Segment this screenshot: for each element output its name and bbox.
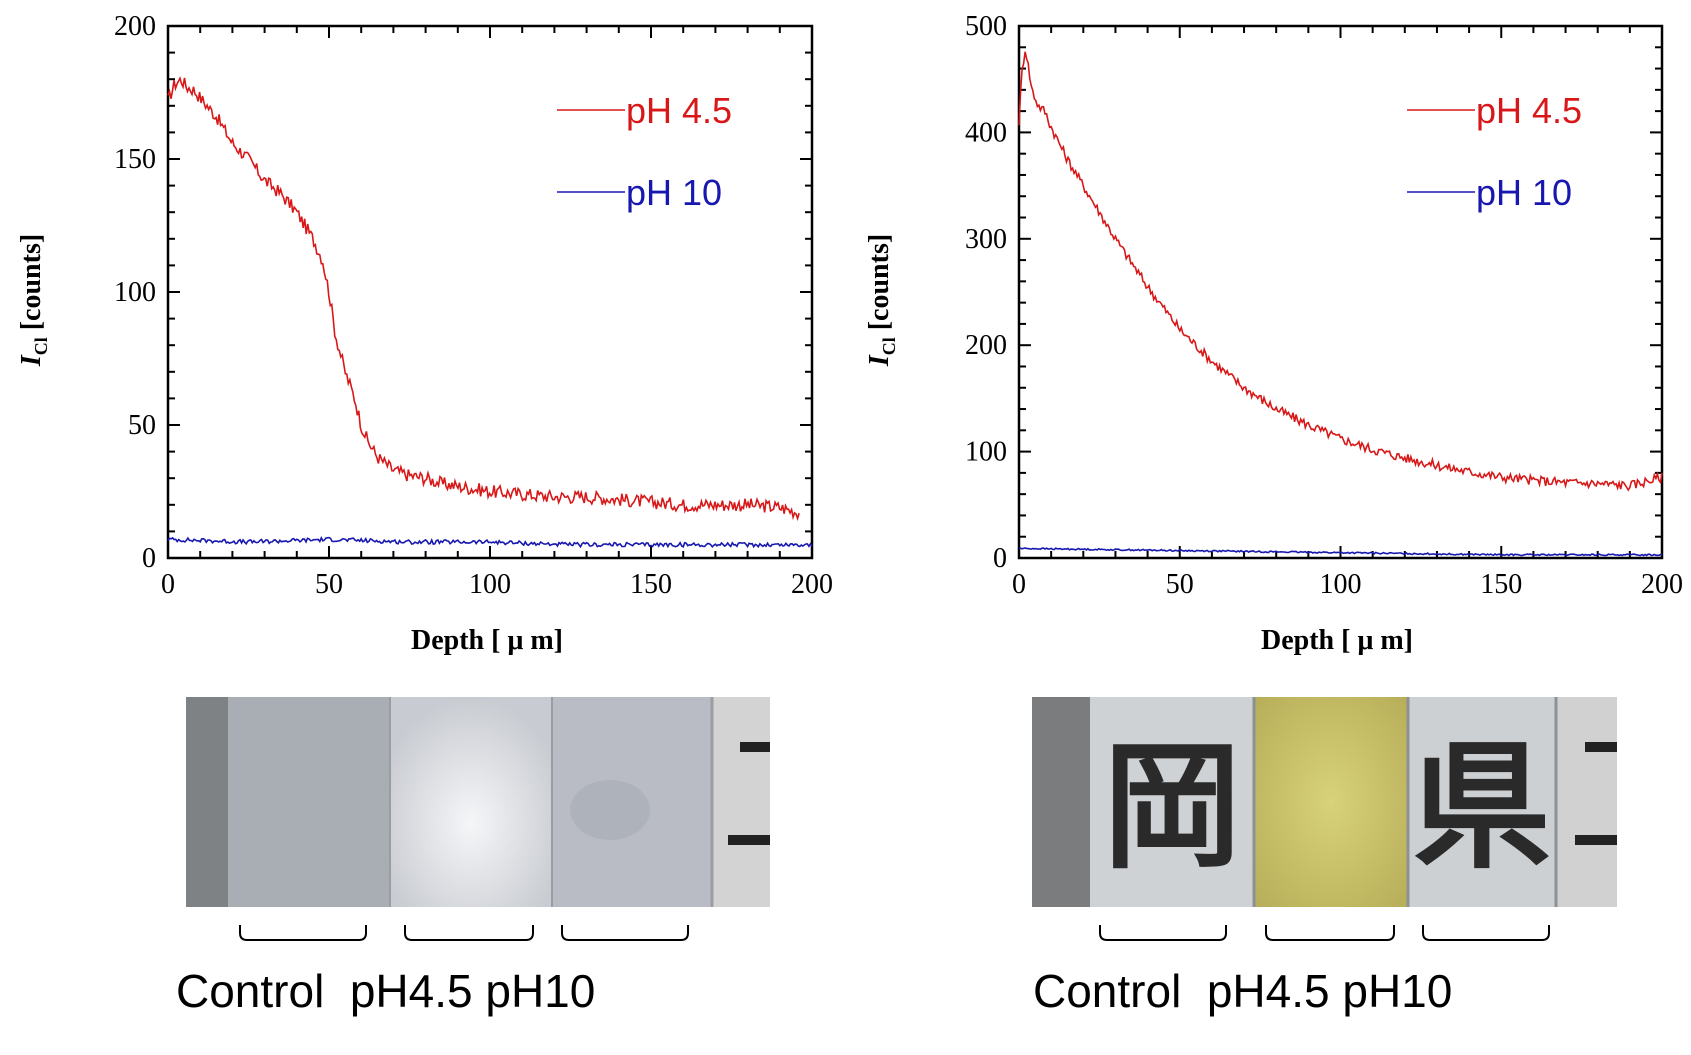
- photo-left-ruler: [712, 697, 770, 907]
- chart-right-series: [1018, 51, 1663, 557]
- y-tick-label: 500: [965, 11, 1007, 42]
- photo-left-edge: [186, 697, 228, 907]
- y-tick-label: 300: [965, 224, 1007, 255]
- y-tick-label: 100: [965, 437, 1007, 468]
- chart-left-x-axis-title: Depth [ μ m]: [411, 625, 563, 656]
- series-line-ph-10: [1018, 547, 1663, 557]
- chart-left-y-axis-title: ICl [counts]: [16, 234, 51, 367]
- chart-left-frame: [166, 24, 814, 560]
- series-line-ph-4.5: [167, 76, 800, 522]
- chart-right-y-axis-symbol: I: [864, 354, 895, 367]
- chart-left-tick-labels: 0 50 100 150 200 0 50 100 150 200: [114, 11, 833, 600]
- photo-left-ruler-mark: [740, 742, 770, 752]
- x-tick-label: 200: [791, 569, 833, 600]
- y-tick-label: 200: [114, 11, 156, 42]
- photo-left-control-sample: [228, 697, 390, 907]
- y-tick-label: 400: [965, 117, 1007, 148]
- legend-label: pH 10: [1476, 172, 1572, 213]
- x-tick-label: 150: [1480, 569, 1522, 600]
- bracket-right-ph10: [1422, 925, 1550, 941]
- photo-right-ruler: [1556, 697, 1617, 907]
- sample-brackets: [239, 925, 1550, 941]
- bracket-left-ph45: [404, 925, 534, 941]
- chart-left-series: [167, 76, 813, 549]
- bracket-right-control: [1099, 925, 1227, 941]
- chart-right-y-axis-subscript: Cl: [879, 337, 899, 355]
- y-tick-label: 100: [114, 277, 156, 308]
- x-tick-label: 50: [1166, 569, 1194, 600]
- legend-label: pH 10: [626, 172, 722, 213]
- series-line-ph-4.5: [1018, 51, 1663, 492]
- photo-right-edge: [1032, 697, 1090, 907]
- x-tick-label: 100: [469, 569, 511, 600]
- x-tick-label: 200: [1641, 569, 1683, 600]
- series-line-ph-10: [167, 536, 813, 549]
- chart-right-frame: [1017, 24, 1664, 560]
- photo-right: 岡 県: [1032, 697, 1617, 907]
- chart-left-y-axis-unit: [counts]: [16, 234, 47, 337]
- chart-left: 0 50 100 150 200 0 50 100 150 200 pH 4.5 pH 10 Dep…: [16, 11, 833, 656]
- chart-left-legend: pH 4.5 pH 10: [557, 90, 732, 213]
- photo-right-ruler-mark: [1585, 742, 1617, 752]
- x-tick-label: 0: [161, 569, 175, 600]
- x-tick-label: 0: [1012, 569, 1026, 600]
- photo-right-control-sample: [1090, 697, 1254, 907]
- bracket-left-ph10: [561, 925, 689, 941]
- chart-right-legend: pH 4.5 pH 10: [1407, 90, 1582, 213]
- photo-right-ph10-sample: [1408, 697, 1556, 907]
- photo-left-ph45-sample: [390, 697, 552, 907]
- photo-left-caption: Control pH4.5 pH10: [176, 965, 595, 1017]
- legend-label: pH 4.5: [626, 90, 732, 131]
- photo-right-printed-character: 岡: [1103, 727, 1241, 888]
- y-tick-label: 0: [142, 543, 156, 574]
- chart-right-y-axis-title: ICl [counts]: [864, 234, 899, 367]
- bracket-left-control: [239, 925, 367, 941]
- x-tick-label: 100: [1320, 569, 1362, 600]
- y-tick-label: 50: [128, 410, 156, 441]
- photo-right-ph45-sample: [1254, 697, 1408, 907]
- chart-left-y-axis-symbol: I: [16, 354, 47, 367]
- chart-left-y-axis-subscript: Cl: [31, 337, 51, 355]
- chart-right-tick-labels: 0 50 100 150 200 0 100 200 300 400 500: [965, 11, 1683, 600]
- photo-right-ruler-mark: [1575, 835, 1617, 845]
- chart-right: 0 50 100 150 200 0 100 200 300 400 500 pH 4.5 pH 10…: [864, 11, 1683, 656]
- y-tick-label: 150: [114, 144, 156, 175]
- chart-right-x-axis-title: Depth [ μ m]: [1261, 625, 1413, 656]
- photo-left: [186, 697, 770, 907]
- y-tick-label: 200: [965, 330, 1007, 361]
- legend-label: pH 4.5: [1476, 90, 1582, 131]
- photo-left-ruler-mark: [728, 835, 770, 845]
- chart-right-y-axis-unit: [counts]: [864, 234, 895, 337]
- x-tick-label: 50: [315, 569, 343, 600]
- photo-right-caption: Control pH4.5 pH10: [1033, 965, 1452, 1017]
- bracket-right-ph45: [1265, 925, 1395, 941]
- photo-right-printed-character: 県: [1413, 727, 1551, 888]
- y-tick-label: 0: [993, 543, 1007, 574]
- x-tick-label: 150: [630, 569, 672, 600]
- photo-left-ph10-shadow: [570, 780, 650, 840]
